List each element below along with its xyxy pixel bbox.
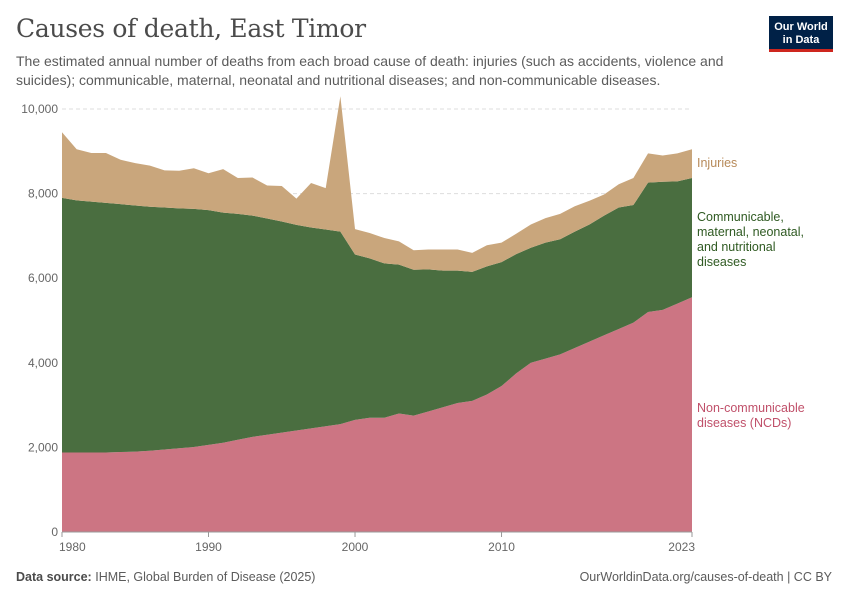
series-labels: Non-communicable diseases (NCDs) Communica… xyxy=(697,156,805,430)
label-line: diseases xyxy=(697,255,746,269)
chart-title: Causes of death, East Timor xyxy=(16,14,366,43)
x-tick-label: 1990 xyxy=(195,540,222,554)
owid-logo[interactable]: Our World in Data xyxy=(769,16,833,52)
y-tick-label: 2,000 xyxy=(28,440,58,454)
x-tick-label: 1980 xyxy=(59,540,86,554)
logo-line-2: in Data xyxy=(782,33,820,46)
communicable-label[interactable]: Communicable, maternal, neonatal, and nutr… xyxy=(697,210,804,269)
x-tick-label: 2010 xyxy=(488,540,515,554)
x-tick-label: 2000 xyxy=(342,540,369,554)
label-line: Injuries xyxy=(697,156,737,170)
source-url[interactable]: OurWorldinData.org/causes-of-death | CC … xyxy=(579,570,832,584)
label-line: diseases (NCDs) xyxy=(697,416,791,430)
ncd-label[interactable]: Non-communicable diseases (NCDs) xyxy=(697,401,805,430)
data-source-text: IHME, Global Burden of Disease (2025) xyxy=(95,570,316,584)
area-layer xyxy=(62,96,692,532)
y-tick-label: 10,000 xyxy=(21,102,58,116)
injuries-area[interactable] xyxy=(62,96,692,272)
label-line: maternal, neonatal, xyxy=(697,225,804,239)
chart-subtitle: The estimated annual number of deaths fr… xyxy=(16,53,724,88)
data-source: Data source: IHME, Global Burden of Dise… xyxy=(16,570,315,584)
label-line: Non-communicable xyxy=(697,401,805,415)
injuries-label[interactable]: Injuries xyxy=(697,156,737,170)
label-line: and nutritional xyxy=(697,240,776,254)
ncd-area[interactable] xyxy=(62,297,692,532)
logo-line-1: Our World xyxy=(774,20,828,33)
label-line: Communicable, xyxy=(697,210,784,224)
axes: 0 2,000 4,000 6,000 8,000 10,000 1980 1990 2000 2… xyxy=(21,102,695,554)
y-tick-label: 0 xyxy=(51,525,58,539)
data-source-label: Data source: xyxy=(16,570,92,584)
y-tick-label: 6,000 xyxy=(28,271,58,285)
y-tick-label: 8,000 xyxy=(28,187,58,201)
x-tick-label: 2023 xyxy=(668,540,695,554)
y-tick-label: 4,000 xyxy=(28,356,58,370)
communicable-area[interactable] xyxy=(62,177,692,453)
